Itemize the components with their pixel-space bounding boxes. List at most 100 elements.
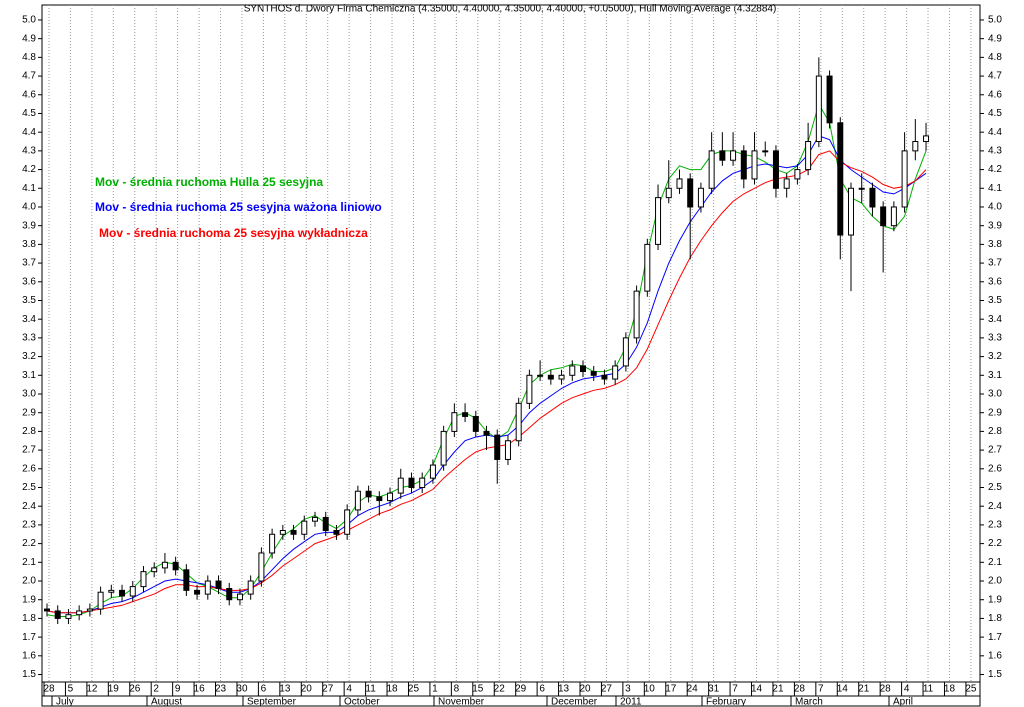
candle-body [258,552,265,582]
candle-body [697,187,704,208]
x-tick-label: 21 [772,684,784,695]
candle-body [397,477,404,494]
candle-body [129,586,136,597]
y-tick-label: 2.3 [22,520,36,531]
y2-tick-label: 4.4 [988,127,1002,138]
y2-tick-label: 3.7 [988,258,1002,269]
x-tick-label: 11 [365,684,376,695]
month-label: October [344,697,380,707]
candle-body [912,141,919,152]
candle-body [644,243,651,292]
y-tick-label: 4.7 [22,71,36,82]
candle-body [783,178,790,189]
x-tick-label: 14 [751,684,763,695]
legend-entry: Mov - średnia ruchoma 25 sesyjna wykładn… [99,226,368,240]
x-tick-label: 10 [644,684,656,695]
candle-body [622,337,629,367]
candle-body [76,610,83,616]
candle-body [504,440,511,460]
candle-body [601,374,608,380]
x-tick-label: 31 [708,684,720,695]
candle-body [526,374,533,404]
x-tick-label: 18 [386,684,398,695]
y-tick-label: 5.0 [22,15,36,26]
month-label: December [551,697,598,707]
legend-entry: Mov - średnia ruchoma 25 sesyjna ważona … [95,200,382,214]
y2-tick-label: 4.8 [988,52,1002,63]
candle-body [730,150,737,161]
candle-body [483,430,490,436]
x-tick-label: 4 [346,684,352,695]
candle-body [923,135,930,143]
y-tick-label: 4.3 [22,146,36,157]
month-label: 2011 [620,697,642,707]
x-tick-label: 17 [665,684,677,695]
candle-body [44,608,50,612]
candle-body [54,610,61,619]
x-tick-label: 19 [108,684,120,695]
x-tick-label: 6 [261,684,267,695]
x-tick-label: 22 [494,684,506,695]
x-tick-label: 1 [432,684,438,695]
candle-body [247,580,254,595]
candle-body [365,490,372,498]
candle-body [880,206,887,227]
y2-tick-label: 2.7 [988,445,1002,456]
candle-body [580,365,586,373]
candle-body [826,75,833,124]
y2-tick-label: 2.8 [988,426,1002,437]
x-tick-label: 15 [472,684,484,695]
candle-body [676,178,683,189]
y2-tick-label: 2.1 [988,557,1002,568]
candle-body [312,516,318,522]
y2-tick-label: 3.4 [988,314,1002,325]
date-axis-frame [41,681,981,707]
y-tick-label: 3.1 [22,370,36,381]
y-tick-label: 3.4 [22,314,36,325]
y2-tick-label: 2.0 [988,576,1002,587]
y-tick-label: 4.5 [22,108,36,119]
candle-body [762,150,769,153]
y-tick-label: 2.6 [22,463,36,474]
y-tick-label: 2.1 [22,557,36,568]
x-tick-label: 7 [732,684,738,695]
x-tick-label: 14 [837,684,849,695]
y-tick-label: 4.6 [22,89,36,100]
y-tick-label: 1.9 [22,594,36,605]
y-tick-label: 2.9 [22,407,36,418]
candle-body [215,580,222,589]
candle-body [290,530,297,535]
y2-tick-label: 4.0 [988,202,1002,213]
candle-body [279,530,286,535]
candle-body [161,561,168,569]
x-tick-label: 27 [601,684,613,695]
candle-body [236,593,243,601]
x-tick-label: 20 [579,684,591,695]
y2-tick-label: 3.6 [988,276,1002,287]
candle-body [558,374,565,380]
y2-tick-label: 1.5 [988,669,1002,680]
candle-body [408,477,415,489]
x-tick-label: 8 [454,684,460,695]
candle-body [719,150,726,161]
y-tick-label: 2.2 [22,538,36,549]
x-tick-label: 26 [129,684,141,695]
month-label: September [247,697,297,707]
y-tick-label: 3.3 [22,333,36,344]
x-tick-label: 12 [86,684,98,695]
candle-body [537,374,544,377]
candle-body [515,402,522,442]
y-tick-label: 3.0 [22,389,36,400]
legend-entry: Mov - średnia ruchoma Hulla 25 sesyjna [95,175,323,189]
candle-body [772,150,779,189]
y-tick-label: 3.6 [22,276,36,287]
candle-body [376,496,383,502]
month-label: March [795,697,823,707]
x-tick-label: 18 [944,684,956,695]
x-tick-label: 24 [687,684,699,695]
month-label: April [893,697,913,707]
candle-body [869,187,876,208]
candle-body [655,197,662,245]
candle-body [226,587,233,601]
candle-body [740,150,747,180]
